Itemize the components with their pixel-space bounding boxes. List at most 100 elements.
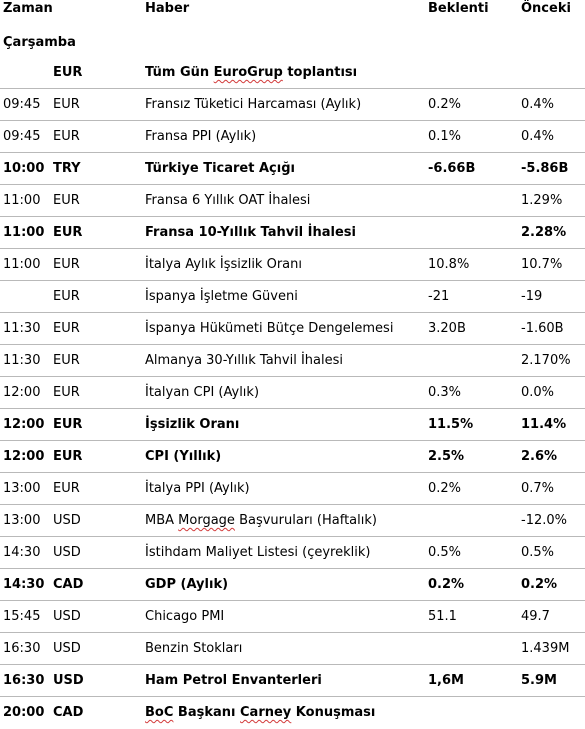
event-previous: 0.4%	[521, 97, 555, 112]
event-currency: USD	[53, 641, 81, 656]
table-row: 13:00 USD MBA Morgage Başvuruları (Haftalı…	[0, 505, 585, 537]
event-time: 11:30	[3, 321, 41, 336]
event-time: 11:00	[3, 257, 41, 272]
event-time: 11:30	[3, 353, 41, 368]
day-heading: Çarşamba	[0, 34, 585, 52]
table-row: 14:30 USD İstihdam Maliyet Listesi (çeyrek…	[0, 537, 585, 569]
row-divider	[0, 536, 585, 537]
table-row: 13:00 EUR İtalya PPI (Aylık) 0.2% 0.7%	[0, 473, 585, 505]
event-time: 16:30	[3, 673, 45, 688]
event-expected: 3.20B	[428, 321, 466, 336]
event-currency: EUR	[53, 289, 80, 304]
event-time: 09:45	[3, 129, 41, 144]
row-divider	[0, 440, 585, 441]
day-label: Çarşamba	[3, 35, 76, 50]
event-expected: 2.5%	[428, 449, 465, 464]
event-expected: 51.1	[428, 609, 457, 624]
row-divider	[0, 376, 585, 377]
header-previous: Önceki	[521, 1, 571, 16]
event-currency: USD	[53, 609, 81, 624]
event-currency: EUR	[53, 481, 80, 496]
event-currency: CAD	[53, 577, 84, 592]
table-row: 09:45 EUR Fransa PPI (Aylık) 0.1% 0.4%	[0, 121, 585, 153]
event-title: Fransa 6 Yıllık OAT İhalesi	[145, 193, 311, 208]
event-currency: EUR	[53, 417, 83, 432]
event-title: GDP (Aylık)	[145, 577, 229, 592]
event-expected: 0.2%	[428, 481, 462, 496]
event-time: 15:45	[3, 609, 41, 624]
row-divider	[0, 152, 585, 153]
table-row: 16:30 USD Ham Petrol Envanterleri 1,6M 5.9M	[0, 665, 585, 697]
event-currency: USD	[53, 545, 81, 560]
header-expected: Beklenti	[428, 1, 489, 16]
row-divider	[0, 408, 585, 409]
row-divider	[0, 696, 585, 697]
event-previous: 0.4%	[521, 129, 555, 144]
event-currency: EUR	[53, 257, 80, 272]
row-divider	[0, 88, 585, 89]
event-title: CPI (Yıllık)	[145, 449, 222, 464]
row-divider	[0, 216, 585, 217]
event-title: Fransız Tüketici Harcaması (Aylık)	[145, 97, 362, 112]
event-title: Fransa PPI (Aylık)	[145, 129, 257, 144]
event-time: 12:00	[3, 417, 45, 432]
table-row: 11:30 EUR İspanya Hükümeti Bütçe Dengeleme…	[0, 313, 585, 345]
event-expected: -6.66B	[428, 161, 476, 176]
row-divider	[0, 344, 585, 345]
event-title: İtalyan CPI (Aylık)	[145, 385, 260, 400]
row-divider	[0, 504, 585, 505]
event-title: Türkiye Ticaret Açığı	[145, 161, 295, 176]
event-expected: 0.2%	[428, 577, 465, 592]
event-time: 12:00	[3, 449, 45, 464]
table-row: 11:00 EUR Fransa 10-Yıllık Tahvil İhalesi 2…	[0, 217, 585, 249]
event-expected: 1,6M	[428, 673, 464, 688]
row-divider	[0, 184, 585, 185]
event-time: 14:30	[3, 545, 41, 560]
event-previous: 0.2%	[521, 577, 558, 592]
event-previous: -12.0%	[521, 513, 567, 528]
event-title: Fransa 10-Yıllık Tahvil İhalesi	[145, 225, 356, 240]
event-currency: EUR	[53, 97, 80, 112]
event-title: Benzin Stokları	[145, 641, 243, 656]
event-currency: EUR	[53, 385, 80, 400]
event-time: 09:45	[3, 97, 41, 112]
event-currency: EUR	[53, 353, 80, 368]
row-divider	[0, 664, 585, 665]
event-title: Tüm Gün EuroGrup toplantısı	[145, 65, 358, 80]
row-divider	[0, 120, 585, 121]
event-previous: 11.4%	[521, 417, 567, 432]
event-previous: 2.28%	[521, 225, 567, 240]
event-expected: 0.5%	[428, 545, 462, 560]
event-previous: 0.0%	[521, 385, 555, 400]
event-currency: TRY	[53, 161, 81, 176]
event-previous: 10.7%	[521, 257, 563, 272]
event-time: 20:00	[3, 705, 45, 720]
event-currency: EUR	[53, 449, 83, 464]
event-previous: 0.5%	[521, 545, 555, 560]
table-row: EUR Tüm Gün EuroGrup toplantısı	[0, 57, 585, 89]
table-row: 11:00 EUR Fransa 6 Yıllık OAT İhalesi 1.29%	[0, 185, 585, 217]
table-row: 12:00 EUR İşsizlik Oranı 11.5% 11.4%	[0, 409, 585, 441]
event-title: İspanya Hükümeti Bütçe Dengelemesi	[145, 321, 394, 336]
event-currency: EUR	[53, 321, 80, 336]
event-previous: 2.6%	[521, 449, 558, 464]
event-time: 13:00	[3, 513, 41, 528]
row-divider	[0, 280, 585, 281]
event-previous: -1.60B	[521, 321, 564, 336]
event-currency: EUR	[53, 129, 80, 144]
event-title: MBA Morgage Başvuruları (Haftalık)	[145, 513, 377, 528]
header-news: Haber	[145, 1, 190, 16]
event-title: BoC Başkanı Carney Konuşması	[145, 705, 376, 720]
event-previous: -5.86B	[521, 161, 569, 176]
event-previous: 0.7%	[521, 481, 555, 496]
event-expected: 10.8%	[428, 257, 470, 272]
event-time: 10:00	[3, 161, 45, 176]
row-divider	[0, 312, 585, 313]
event-time: 11:00	[3, 225, 45, 240]
table-row: 16:30 USD Benzin Stokları 1.439M	[0, 633, 585, 665]
event-expected: -21	[428, 289, 450, 304]
event-expected: 0.3%	[428, 385, 462, 400]
event-currency: CAD	[53, 705, 84, 720]
event-time: 16:30	[3, 641, 41, 656]
event-time: 11:00	[3, 193, 41, 208]
